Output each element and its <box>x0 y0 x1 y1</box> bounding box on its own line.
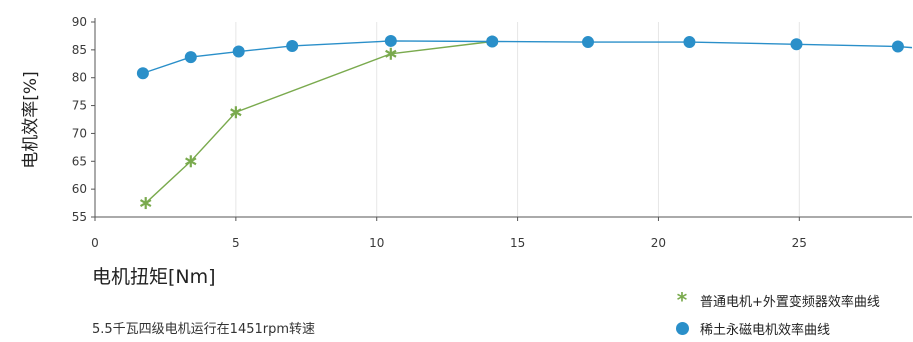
efficiency-chart: 55 60 65 70 75 80 85 90 0 5 10 15 20 25 电机效率[%] <box>21 15 913 250</box>
legend-item-pm-motor: 稀土永磁电机效率曲线 <box>672 314 912 342</box>
data-point <box>683 36 696 49</box>
y-tick-labels: 55 60 65 70 75 80 85 90 <box>72 15 87 224</box>
data-point <box>891 40 904 53</box>
data-point <box>286 39 299 52</box>
data-point <box>230 106 242 119</box>
star-icon: * <box>676 288 688 312</box>
y-tick-label: 90 <box>72 15 87 29</box>
x-tick-label: 5 <box>232 236 240 250</box>
data-point <box>185 155 197 168</box>
data-point <box>582 36 595 49</box>
y-tick-label: 75 <box>72 99 87 113</box>
x-tick-label: 15 <box>510 236 525 250</box>
x-axis-label: 电机扭矩[Nm] <box>92 266 216 288</box>
x-tick-label: 25 <box>792 236 807 250</box>
y-tick-label: 80 <box>72 71 87 85</box>
star-stroke <box>385 49 397 58</box>
y-axis-label: 电机效率[%] <box>21 71 41 168</box>
series-pm-motor <box>136 34 913 80</box>
x-tick-label: 20 <box>651 236 666 250</box>
series-line <box>145 40 493 204</box>
data-point <box>232 45 245 58</box>
y-tick-label: 85 <box>72 43 87 57</box>
data-point <box>184 51 197 64</box>
chart-caption: 5.5千瓦四级电机运行在1451rpm转速 <box>92 322 316 337</box>
series-standard-motor <box>139 35 498 210</box>
data-point <box>139 197 152 210</box>
legend-item-standard-motor: * 普通电机+外置变频器效率曲线 <box>672 286 912 314</box>
x-tick-labels: 0 5 10 15 20 25 <box>91 236 807 250</box>
x-tick-label: 10 <box>369 236 384 250</box>
star-stroke <box>185 157 197 166</box>
y-tick-label: 70 <box>72 126 87 140</box>
axes <box>91 18 912 221</box>
star-stroke <box>230 108 242 117</box>
y-tick-label: 55 <box>72 210 87 224</box>
star-stroke <box>139 199 152 208</box>
data-point <box>136 67 149 80</box>
x-tick-label: 0 <box>91 236 99 250</box>
data-point <box>385 47 397 60</box>
y-tick-label: 60 <box>72 182 87 196</box>
legend: * 普通电机+外置变频器效率曲线 稀土永磁电机效率曲线 <box>672 286 912 342</box>
data-point <box>384 34 397 47</box>
legend-label-standard-motor: 普通电机+外置变频器效率曲线 <box>700 294 880 310</box>
grid <box>235 22 800 217</box>
data-point <box>790 38 803 51</box>
legend-label-pm-motor: 稀土永磁电机效率曲线 <box>700 322 831 338</box>
y-tick-label: 65 <box>72 154 87 168</box>
data-point <box>486 35 499 48</box>
circle-icon <box>672 318 692 338</box>
